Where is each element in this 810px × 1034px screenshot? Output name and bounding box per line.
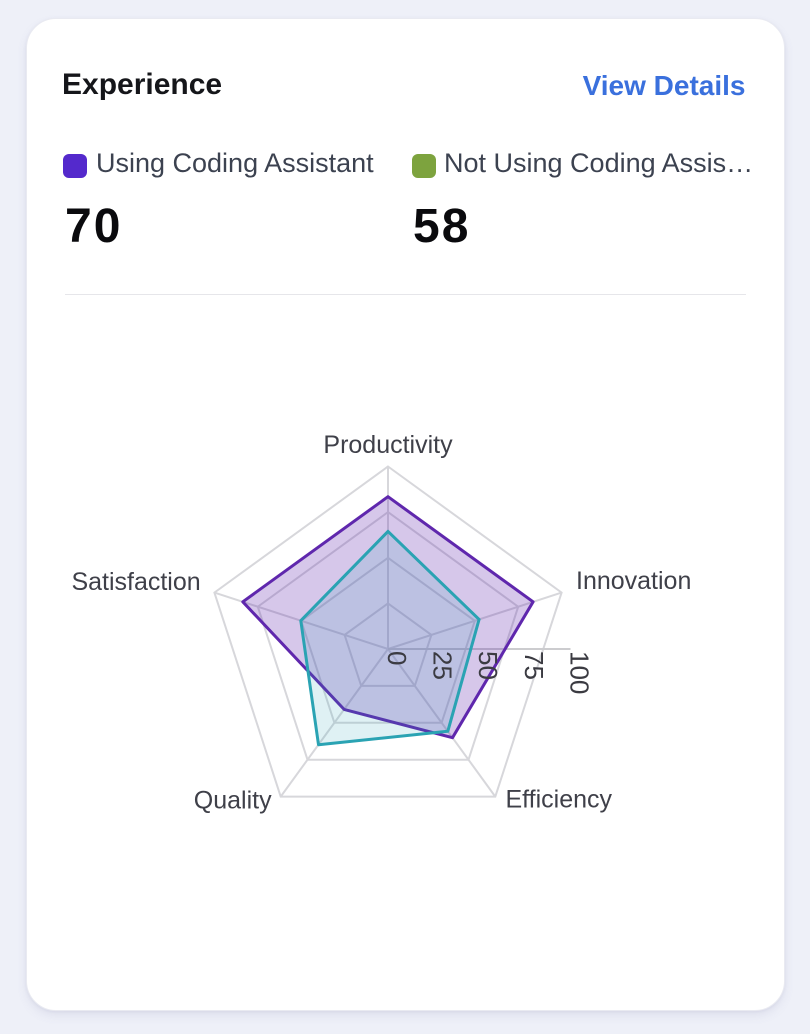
svg-text:Productivity: Productivity bbox=[323, 431, 453, 459]
svg-text:0: 0 bbox=[382, 651, 412, 665]
svg-text:50: 50 bbox=[473, 651, 503, 680]
svg-text:Efficiency: Efficiency bbox=[506, 786, 613, 814]
svg-text:75: 75 bbox=[519, 651, 549, 680]
svg-text:25: 25 bbox=[428, 651, 458, 680]
svg-text:Quality: Quality bbox=[194, 787, 272, 815]
svg-text:Satisfaction: Satisfaction bbox=[71, 568, 200, 596]
svg-text:Innovation: Innovation bbox=[576, 567, 691, 595]
svg-text:100: 100 bbox=[565, 651, 595, 694]
